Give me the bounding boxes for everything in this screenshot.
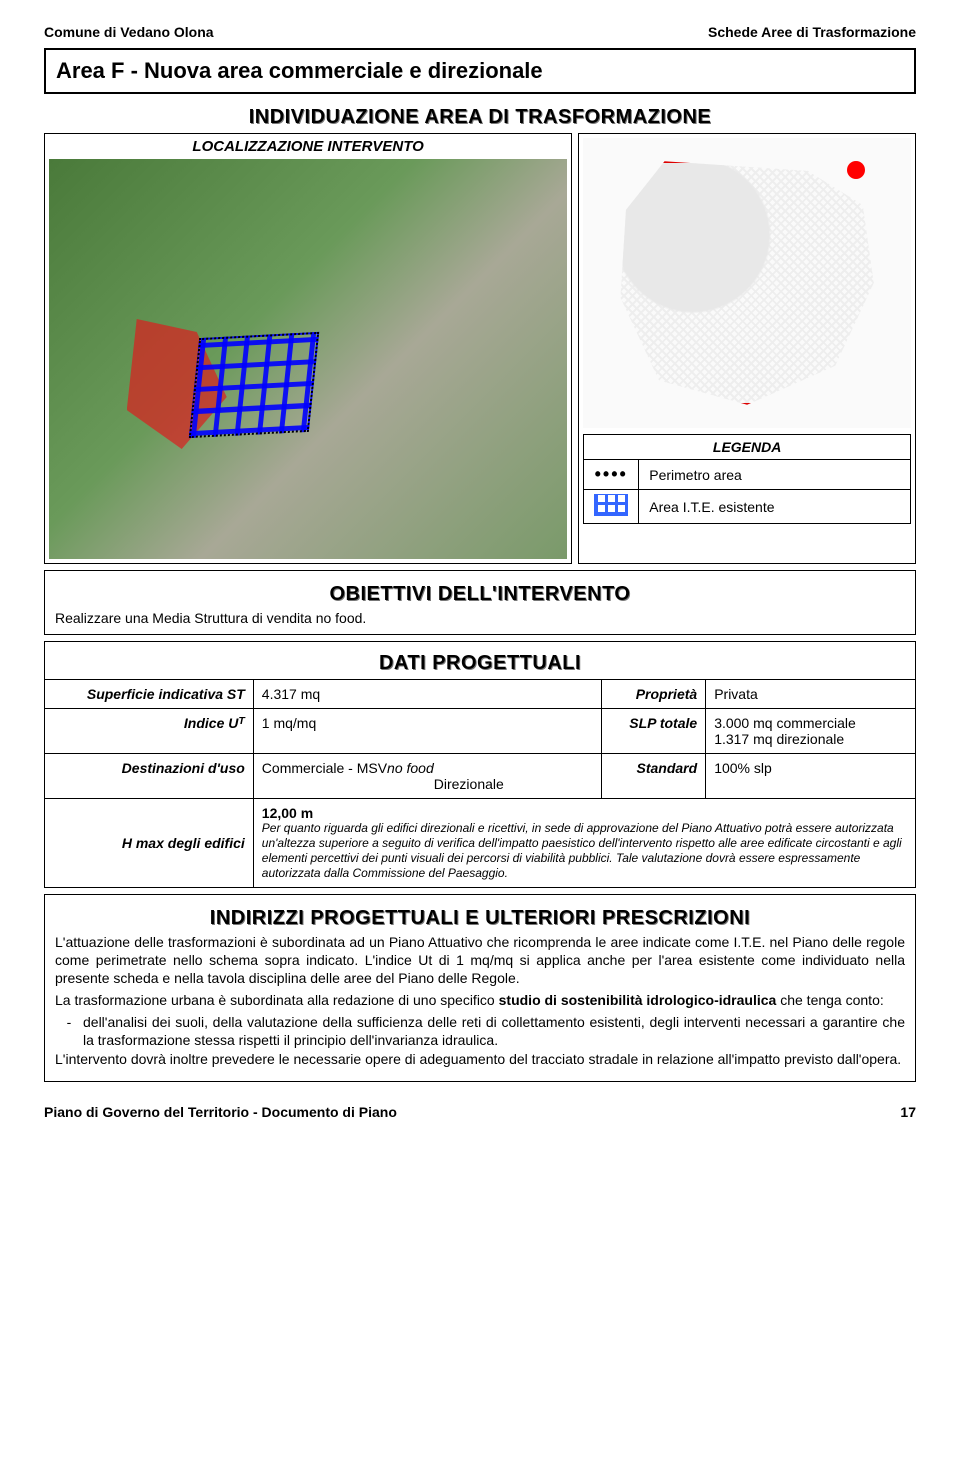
heading-individuazione: INDIVIDUAZIONE AREA DI TRASFORMAZIONE: [44, 106, 916, 129]
legend-label: Perimetro area: [639, 460, 911, 490]
footer-page-number: 17: [900, 1104, 916, 1120]
map-outline: [609, 161, 884, 405]
localization-left: LOCALIZZAZIONE INTERVENTO: [44, 133, 572, 564]
map-marker-icon: [847, 161, 865, 179]
legend-row: Area I.T.E. esistente: [584, 490, 911, 524]
obiettivi-text: Realizzare una Media Struttura di vendit…: [55, 610, 905, 626]
dati-label: H max degli edifici: [45, 798, 254, 887]
indirizzi-p1: L'attuazione delle trasformazioni è subo…: [55, 934, 905, 988]
dati-value: Privata: [706, 679, 915, 708]
indirizzi-box: INDIRIZZI PROGETTUALI E ULTERIORI PRESCR…: [44, 894, 916, 1082]
dati-label: Superficie indicativa ST: [45, 679, 254, 708]
hmax-note: Per quanto riguarda gli edifici direzion…: [262, 821, 907, 881]
footer-left: Piano di Governo del Territorio - Docume…: [44, 1104, 397, 1120]
dati-row-hmax: H max degli edifici 12,00 m Per quanto r…: [45, 798, 915, 887]
legend-header: LEGENDA: [584, 435, 911, 460]
dati-label: Standard: [602, 753, 706, 798]
dati-row: Destinazioni d'uso Commerciale - MSV no …: [45, 753, 915, 798]
dati-label: Proprietà: [602, 679, 706, 708]
area-title: Area F - Nuova area commerciale e direzi…: [44, 48, 916, 94]
dati-value: 1 mq/mq: [254, 708, 602, 753]
legend-table: LEGENDA •••• Perimetro area Area I.T.E. …: [583, 434, 911, 524]
indirizzi-list: dell'analisi dei suoli, della valutazion…: [83, 1014, 905, 1050]
indirizzi-p2: La trasformazione urbana è subordinata a…: [55, 992, 905, 1010]
header-right: Schede Aree di Trasformazione: [708, 24, 916, 40]
header-left: Comune di Vedano Olona: [44, 24, 214, 40]
indirizzi-list-item: dell'analisi dei suoli, della valutazion…: [83, 1014, 905, 1050]
dati-value: 3.000 mq commerciale 1.317 mq direzional…: [706, 708, 915, 753]
legend-label: Area I.T.E. esistente: [639, 490, 911, 524]
dati-value: Commerciale - MSV no foodDirezionale: [254, 753, 602, 798]
legend-symbol-hatch: [584, 490, 639, 524]
localization-right: LEGENDA •••• Perimetro area Area I.T.E. …: [578, 133, 916, 564]
indirizzi-p3: L'intervento dovrà inoltre prevedere le …: [55, 1051, 905, 1069]
dati-box: DATI PROGETTUALI Superficie indicativa S…: [44, 641, 916, 888]
localization-label: LOCALIZZAZIONE INTERVENTO: [49, 138, 567, 155]
heading-indirizzi: INDIRIZZI PROGETTUALI E ULTERIORI PRESCR…: [55, 907, 905, 930]
overlay-hatch-area: [189, 332, 320, 438]
dati-value: 100% slp: [706, 753, 915, 798]
page-header: Comune di Vedano Olona Schede Aree di Tr…: [44, 24, 916, 40]
dati-label: SLP totale: [602, 708, 706, 753]
legend-symbol-perimeter: ••••: [584, 460, 639, 490]
dati-row: Indice UT 1 mq/mq SLP totale 3.000 mq co…: [45, 708, 915, 753]
heading-dati: DATI PROGETTUALI: [45, 648, 915, 675]
dati-row: Superficie indicativa ST 4.317 mq Propri…: [45, 679, 915, 708]
obiettivi-box: OBIETTIVI DELL'INTERVENTO Realizzare una…: [44, 570, 916, 635]
heading-obiettivi: OBIETTIVI DELL'INTERVENTO: [55, 583, 905, 606]
territory-map: [583, 138, 911, 428]
dati-label: Indice UT: [45, 708, 254, 753]
dati-value-hmax: 12,00 m Per quanto riguarda gli edifici …: [254, 798, 915, 887]
localization-row: LOCALIZZAZIONE INTERVENTO LEGENDA •••• P…: [44, 133, 916, 564]
dati-label: Destinazioni d'uso: [45, 753, 254, 798]
legend-row: •••• Perimetro area: [584, 460, 911, 490]
page-footer: Piano di Governo del Territorio - Docume…: [44, 1104, 916, 1120]
hmax-value: 12,00 m: [262, 805, 907, 821]
dati-value: 4.317 mq: [254, 679, 602, 708]
aerial-image: [49, 159, 567, 559]
